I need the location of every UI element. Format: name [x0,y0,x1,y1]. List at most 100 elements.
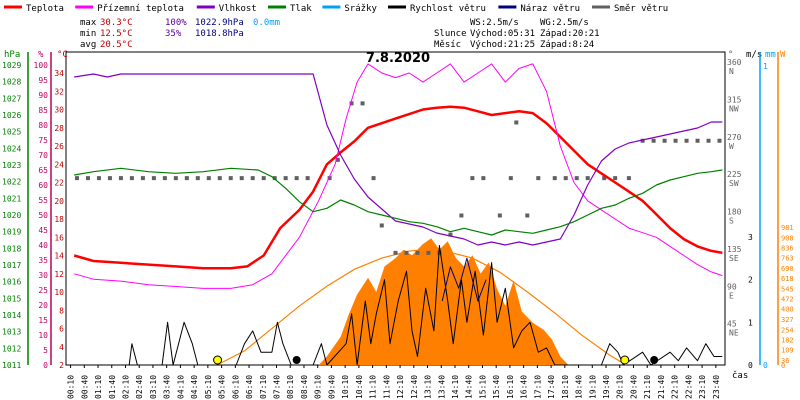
stat-0-2: 100% [165,18,187,28]
press-tick-12: 1023 [2,161,21,170]
wind-dir-point-56 [717,138,722,143]
stat-1-3: 1018.8hPa [195,29,244,39]
legend-label-0: Teplota [26,4,64,14]
axis-unit-temp: °C [57,50,68,60]
temp-tick-4: 10 [54,288,64,297]
x-tick-46: 23:10 [698,375,707,399]
wind-dir-point-35 [470,176,475,181]
temp-tick-5: 12 [54,270,64,279]
legend-label-1: Přízemní teplota [97,4,184,14]
x-tick-34: 17:10 [533,375,542,399]
wind-dir-point-41 [536,176,541,181]
stat-0-4: 0.0mm [253,18,280,28]
dir-tick-deg-8: 360 [727,58,742,67]
press-tick-18: 1029 [2,61,21,70]
press-tick-5: 1016 [2,278,21,287]
x-tick-22: 11:10 [369,375,378,399]
wind-dir-point-16 [250,176,255,181]
wind-dir-point-43 [563,176,568,181]
temp-tick-16: 34 [54,69,64,78]
stat-1-2: 35% [165,29,182,39]
series-line-n-raz-v-tru [441,257,487,302]
series-line-tlak [74,167,723,236]
dir-tick-name-4: S [729,217,734,226]
dir-tick-deg-6: 270 [727,133,742,142]
wind-dir-point-19 [283,176,288,181]
wind-dir-point-48 [626,176,631,181]
x-tick-13: 06:40 [245,375,254,399]
x-tick-28: 14:10 [451,375,460,399]
wind-dir-point-25 [360,101,365,106]
stat-0-1: 30.3°C [100,18,133,28]
press-tick-17: 1028 [2,78,21,87]
legend-label-5: Rychlost větru [410,4,486,14]
dir-tick-deg-4: 180 [727,208,742,217]
hum-tick-14: 70 [38,151,48,160]
wind-dir-point-4 [118,176,123,181]
x-tick-2: 01:10 [94,375,103,399]
wind-dir-point-50 [651,138,656,143]
moon-set: Západ:8:24 [540,40,594,50]
solar-tick-13: 908 [781,234,794,242]
dir-tick-name-7: NW [729,104,739,113]
chart-title: 7.8.2020 [366,51,430,66]
x-tick-38: 19:10 [588,375,597,399]
wind-dir-point-12 [206,176,211,181]
wind-dir-point-37 [497,213,502,218]
x-tick-12: 06:10 [231,375,240,399]
solar-tick-9: 618 [781,275,794,283]
wind-dir-point-46 [602,176,607,181]
x-tick-16: 08:10 [286,375,295,399]
solar-tick-2: 109 [781,347,794,355]
x-tick-40: 20:10 [616,375,625,399]
temp-tick-6: 14 [54,252,64,261]
wind-dir-point-52 [673,138,678,143]
stat-2-0: avg [80,40,96,50]
x-tick-29: 14:40 [465,375,474,399]
temp-tick-3: 8 [59,306,64,315]
dir-tick-deg-5: 225 [727,170,742,179]
x-tick-31: 15:40 [492,375,501,399]
press-tick-4: 1015 [2,294,21,303]
wind-dir-point-10 [184,176,189,181]
press-tick-16: 1027 [2,94,21,103]
x-tick-33: 16:40 [520,375,529,399]
wind-dir-point-6 [140,176,145,181]
wind-dir-point-54 [695,138,700,143]
wind-ws: WS:2.5m/s [470,18,519,28]
hum-tick-0: 0 [43,361,48,370]
solar-tick-5: 327 [781,316,794,324]
dir-tick-name-8: N [729,67,734,76]
wind-dir-point-5 [129,176,134,181]
press-tick-11: 1022 [2,178,21,187]
wind-dir-point-39 [514,120,519,125]
solar-tick-0: 0 [781,362,785,370]
dir-tick-deg-7: 315 [727,95,742,104]
x-tick-35: 17:40 [547,375,556,399]
moon-marker-1 [650,356,659,364]
hum-tick-8: 40 [38,241,48,250]
temp-tick-14: 30 [54,106,64,115]
x-tick-32: 16:10 [506,375,515,399]
solar-tick-8: 545 [781,285,794,293]
press-tick-7: 1018 [2,244,21,253]
wind-dir-point-27 [379,223,384,228]
hum-tick-10: 50 [38,211,48,220]
sun-marker-0 [213,355,223,365]
hum-tick-3: 15 [38,316,48,325]
x-tick-1: 00:40 [80,375,89,399]
wind-dir-point-1 [85,176,90,181]
x-tick-8: 04:10 [176,375,185,399]
wind-dir-point-3 [107,176,112,181]
solar-tick-7: 472 [781,296,794,304]
wind-dir-point-55 [706,138,711,143]
temp-tick-9: 20 [54,197,64,206]
legend-label-7: Směr větru [614,4,668,14]
stat-1-1: 12.5°C [100,29,133,39]
legend-label-4: Srážky [344,4,377,14]
sun-label: Slunce [434,29,467,39]
press-tick-6: 1017 [2,261,21,270]
hum-tick-19: 95 [38,76,48,85]
legend-label-2: Vlhkost [219,4,257,14]
rain-tick-0: 0 [763,361,768,370]
